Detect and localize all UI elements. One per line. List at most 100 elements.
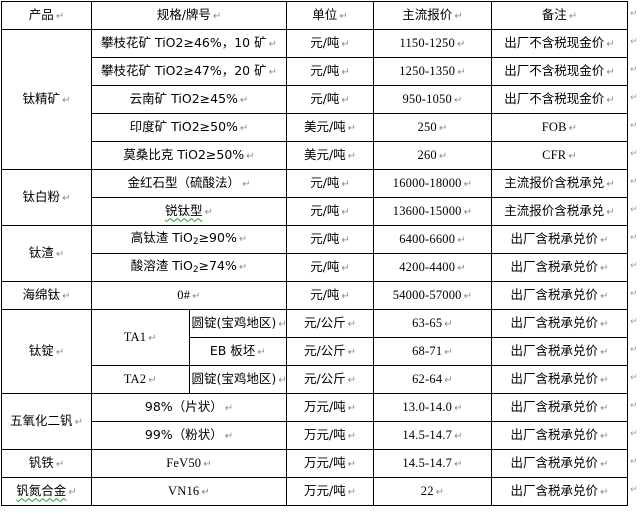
cell-text: 万元/吨: [303, 483, 346, 499]
table-row: 印度矿 TiO2≥50% ↵ 美元/吨 ↵ 250 ↵ FOB ↵: [2, 113, 628, 142]
cell-price: 950-1050 ↵: [373, 85, 492, 114]
cell-product: 钛锭 ↵: [1, 309, 92, 394]
paragraph-mark: ↵: [341, 263, 350, 275]
cell-text: 出厂含税承兑价: [510, 455, 599, 471]
paragraph-mark: ↵: [55, 11, 65, 23]
cell-text: 海绵钛: [22, 287, 61, 303]
cell-price: 13.0-14.0 ↵: [373, 393, 492, 422]
cell-text: 五氧化二钒: [10, 413, 73, 429]
cell-text: 圆锭(宝鸡地区): [191, 371, 277, 387]
cell-text: 元/吨: [310, 231, 340, 247]
paragraph-mark: ↵: [347, 459, 357, 471]
paragraph-mark: ↵: [341, 67, 350, 79]
cell-spec: 酸溶渣 TiO2≥74% ↵: [91, 253, 287, 282]
paragraph-mark: ↵: [268, 39, 278, 51]
table-row: 海绵钛 ↵ 0# ↵ 元/吨 ↵ 54000-57000 ↵ 出厂含税承兑价 ↵: [1, 281, 628, 310]
paragraph-mark: ↵: [55, 347, 65, 359]
cell-text: 出厂含税承兑价: [510, 343, 599, 359]
cell-text: VN16: [168, 484, 200, 499]
paragraph-mark: ↵: [201, 487, 210, 499]
paragraph-mark: ↵: [600, 487, 609, 499]
cell-price: 250 ↵: [373, 113, 492, 142]
subscript: 2: [192, 265, 199, 276]
price-table: 产品 ↵ 规格/牌号 ↵ 单位 ↵ 主流报价 ↵ 备注 ↵ 钛精矿 ↵ 攀枝花矿 TiO2≥46%，1…: [1, 1, 628, 506]
cell-text: 万元/吨: [303, 427, 346, 443]
cell-text: 钛白粉: [22, 189, 61, 205]
paragraph-mark: ↵: [600, 347, 609, 359]
cell-text: 0#: [177, 288, 191, 303]
paragraph-mark: ↵: [148, 375, 157, 387]
paragraph-mark: ↵: [568, 11, 578, 23]
table-row: 钛渣 ↵ 高钛渣 TiO2≥90% ↵ 元/吨 ↵ 6400-6600 ↵ 出厂含税承兑价 ↵: [1, 225, 628, 282]
paragraph-mark: ↵: [600, 235, 609, 247]
table-row: 钛白粉 ↵ 金红石型（硫酸法） ↵ 元/吨 ↵ 16000-18000 ↵ 主流报价含税承兑 ↵: [1, 169, 628, 226]
paragraph-mark: ↵: [463, 179, 473, 191]
row-end-mark: ↵: [630, 121, 638, 131]
cell-remark: 出厂不含税现金价 ↵: [491, 85, 628, 114]
paragraph-mark: ↵: [347, 487, 357, 499]
paragraph-mark: ↵: [212, 11, 222, 23]
cell-text: 14.5-14.7: [402, 456, 453, 471]
paragraph-mark: ↵: [435, 487, 445, 499]
cell-spec: 攀枝花矿 TiO2≥47%，20 矿 ↵: [91, 57, 287, 86]
cell-unit: 万元/吨 ↵: [286, 393, 374, 422]
row-end-mark: ↵: [630, 149, 638, 159]
paragraph-mark: ↵: [341, 179, 350, 191]
paragraph-mark: ↵: [456, 39, 466, 51]
paragraph-mark: ↵: [62, 193, 71, 205]
cell-spec: 0# ↵: [91, 281, 287, 310]
cell-price: 16000-18000 ↵: [373, 169, 492, 198]
paragraph-mark: ↵: [55, 459, 65, 471]
column-header-remark: 备注 ↵: [491, 1, 628, 30]
cell-text: 13.0-14.0: [402, 400, 453, 415]
cell-text: 出厂含税承兑价: [510, 231, 599, 247]
table-row: 酸溶渣 TiO2≥74% ↵ 元/吨 ↵ 4200-4400 ↵ 出厂含税承兑价 ↵: [2, 253, 628, 282]
cell-text: 圆锭(宝鸡地区): [191, 315, 277, 331]
paragraph-mark: ↵: [224, 431, 234, 443]
table-row: 钛精矿 ↵ 攀枝花矿 TiO2≥46%，10 矿 ↵ 元/吨 ↵ 1150-1250 ↵ 出厂不…: [1, 29, 628, 170]
cell-text: TA2: [123, 372, 147, 387]
row-end-mark: ↵: [630, 373, 638, 383]
row-end-mark: ↵: [630, 93, 638, 103]
cell-product: 钛白粉 ↵: [1, 169, 92, 226]
cell-unit: 元/吨 ↵: [286, 85, 374, 114]
paragraph-mark: ↵: [438, 151, 448, 163]
cell-price: 54000-57000 ↵: [373, 281, 492, 310]
paragraph-mark: ↵: [606, 39, 615, 51]
column-header-price: 主流报价 ↵: [373, 1, 492, 30]
cell-text: 万元/吨: [303, 455, 346, 471]
cell-text: 元/公斤: [303, 371, 346, 387]
cell-text: 1150-1250: [399, 36, 455, 51]
cell-grade: TA2 ↵: [91, 365, 190, 394]
cell-text: 元/吨: [310, 203, 340, 219]
table-header: 产品 ↵ 规格/牌号 ↵ 单位 ↵ 主流报价 ↵ 备注 ↵: [1, 1, 628, 30]
cell-text: 主流报价含税承兑: [504, 203, 605, 219]
cell-price: 13600-15000 ↵: [373, 197, 492, 226]
cell-text: 备注: [541, 7, 567, 23]
paragraph-mark: ↵: [606, 207, 615, 219]
paragraph-mark: ↵: [568, 123, 578, 135]
cell-spec: 云南矿 TiO2≥45% ↵: [91, 85, 287, 114]
paragraph-mark: ↵: [444, 347, 453, 359]
paragraph-mark: ↵: [444, 319, 453, 331]
table-row: 锐钛型 ↵ 元/吨 ↵ 13600-15000 ↵ 主流报价含税承兑 ↵: [2, 197, 628, 226]
cell-product: 钒氮合金 ↵: [1, 477, 92, 506]
row-end-mark: ↵: [630, 9, 638, 19]
cell-unit: 万元/吨 ↵: [286, 449, 374, 478]
cell-price: 1150-1250 ↵: [373, 29, 492, 58]
cell-text: 出厂含税承兑价: [510, 287, 599, 303]
cell-remark: 出厂不含税现金价 ↵: [491, 57, 628, 86]
cell-price: 68-71 ↵: [373, 337, 492, 366]
cell-remark: 出厂含税承兑价 ↵: [491, 449, 628, 478]
cell-unit: 元/公斤 ↵: [286, 337, 374, 366]
paragraph-mark: ↵: [347, 375, 357, 387]
paragraph-mark: ↵: [341, 235, 350, 247]
cell-price: 6400-6600 ↵: [373, 225, 492, 254]
paragraph-mark: ↵: [347, 319, 357, 331]
paragraph-mark: ↵: [600, 375, 609, 387]
cell-product: 海绵钛 ↵: [1, 281, 92, 310]
cell-text: 16000-18000: [392, 176, 462, 191]
row-end-mark: ↵: [630, 233, 638, 243]
cell-text: EB 板坯: [209, 343, 256, 359]
cell-spec: 高钛渣 TiO2≥90% ↵: [91, 225, 287, 254]
